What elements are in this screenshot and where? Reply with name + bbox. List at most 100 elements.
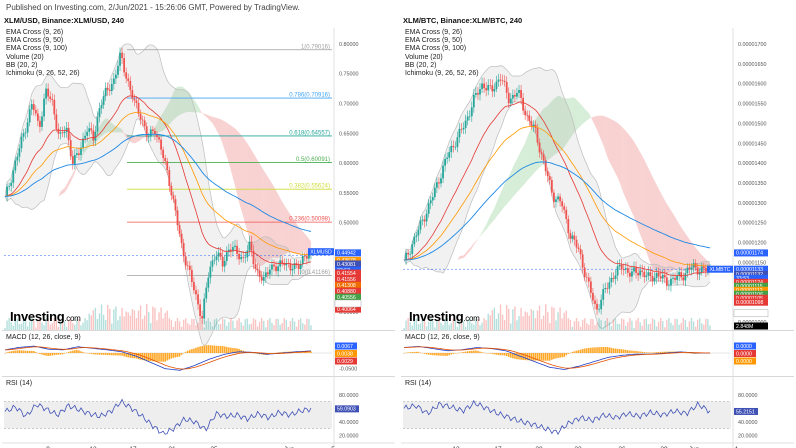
macd-histogram-bar — [94, 353, 97, 355]
ichimoku-cloud-segment — [214, 117, 217, 131]
price-tag — [733, 309, 769, 318]
volume-bar — [462, 321, 465, 330]
indicator-label[interactable]: Volume (20) — [405, 53, 443, 61]
volume-bar — [571, 326, 574, 330]
ichimoku-cloud-segment — [646, 163, 649, 258]
candle-body — [489, 85, 492, 86]
ichimoku-cloud-segment — [181, 86, 184, 114]
volume-bar — [195, 325, 197, 330]
ichimoku-cloud-segment — [527, 132, 530, 181]
volume-bar — [43, 325, 45, 330]
volume-bar — [33, 320, 35, 330]
candle-body — [262, 277, 265, 281]
volume-bar — [639, 322, 641, 330]
candle-body — [160, 139, 162, 150]
price-tag — [734, 270, 768, 278]
indicator-label[interactable]: Ichimoku (9, 26, 52, 26) — [405, 70, 479, 78]
macd-histogram-bar — [22, 350, 25, 353]
candle-body — [600, 299, 603, 310]
candle-body — [36, 113, 39, 121]
indicator-label[interactable]: EMA Cross (9, 26) — [405, 29, 463, 36]
macd-histogram-bar — [501, 353, 504, 356]
macd-histogram-bar — [150, 353, 152, 362]
candle-body — [271, 264, 273, 270]
ichimoku-cloud-segment — [586, 111, 589, 121]
candle-body — [524, 110, 527, 116]
candle-body — [254, 264, 257, 269]
macd-histogram-bar — [254, 353, 257, 354]
macd-histogram-bar — [123, 353, 125, 357]
indicator-label[interactable]: EMA Cross (9, 100) — [6, 45, 68, 53]
xlmbtc-chart-svg[interactable]: 0.00001700 0.00001650 0.00001600 0.00001550… — [401, 12, 794, 448]
macd-line — [4, 345, 312, 371]
fib-level-label: 0.5(0.60091) — [296, 157, 330, 163]
volume-bar — [522, 316, 524, 330]
ema-26-line — [403, 101, 711, 277]
fib-level-label: 0.382(0.55624) — [289, 184, 330, 190]
candle-body — [542, 154, 545, 161]
volume-bar — [466, 319, 469, 330]
candle-body — [273, 264, 275, 267]
indicator-label[interactable]: EMA Cross (9, 50) — [6, 37, 64, 45]
candle-body — [106, 88, 109, 90]
macd-histogram-bar — [20, 350, 23, 353]
candle-body — [94, 131, 97, 141]
indicator-label[interactable]: EMA Cross (9, 100) — [405, 45, 467, 53]
indicator-label[interactable]: Ichimoku (9, 26, 52, 26) — [6, 70, 80, 78]
indicator-label[interactable]: EMA Cross (9, 26) — [6, 29, 64, 36]
xlmusd-chart-svg[interactable]: 0.80000 0.75000 0.70000 0.65000 0.60000 0.550… — [2, 12, 395, 448]
candle-body — [536, 127, 539, 143]
volume-bar — [219, 324, 222, 330]
y-tick-label: 0.55000 — [339, 191, 359, 197]
pane-separator[interactable] — [2, 330, 395, 331]
ichimoku-cloud-segment — [658, 188, 661, 275]
volume-bar — [18, 324, 21, 330]
volume-bar — [80, 325, 82, 330]
macd-histogram-bar — [213, 345, 216, 353]
candle-body — [481, 83, 483, 90]
volume-bar — [495, 318, 498, 330]
ichimoku-cloud-segment — [204, 113, 207, 117]
pane-separator[interactable] — [2, 376, 395, 377]
volume-bar — [61, 318, 64, 330]
volume-bar — [419, 323, 422, 330]
volume-bar — [672, 325, 674, 330]
candle-body — [520, 90, 522, 98]
ichimoku-cloud-segment — [280, 198, 283, 257]
indicator-label[interactable]: EMA Cross (9, 50) — [405, 37, 463, 45]
volume-bar — [450, 323, 452, 330]
ichimoku-cloud-segment — [103, 118, 106, 135]
candle-body — [47, 88, 50, 97]
fib-level-label: 0.786(0.70916) — [289, 93, 330, 99]
candle-body — [514, 94, 516, 97]
candle-body — [258, 270, 261, 277]
candle-body — [176, 210, 179, 226]
ichimoku-cloud-segment — [249, 146, 252, 246]
y-tick-label: 0.00001600 — [738, 82, 766, 88]
pane-separator[interactable] — [401, 376, 794, 377]
pane-separator[interactable] — [401, 330, 794, 331]
volume-bar — [674, 318, 676, 330]
indicator-label[interactable]: BB (20, 2) — [6, 61, 38, 69]
candle-body — [668, 285, 670, 287]
macd-histogram-bar — [125, 353, 127, 357]
volume-bar — [203, 327, 205, 330]
candle-body — [102, 96, 105, 105]
ichimoku-cloud-segment — [547, 103, 550, 161]
indicator-label[interactable]: BB (20, 2) — [405, 61, 437, 69]
volume-bar — [224, 319, 226, 330]
indicator-label[interactable]: Volume (20) — [6, 53, 44, 61]
volume-bar — [185, 318, 187, 330]
macd-value-text: 0.0000 — [736, 344, 752, 350]
macd-histogram-bar — [452, 353, 455, 354]
ichimoku-cloud-segment — [267, 176, 270, 262]
macd-histogram-bar — [121, 353, 123, 356]
volume-bar — [586, 323, 588, 330]
candle-body — [248, 241, 251, 251]
macd-histogram-bar — [35, 352, 37, 353]
macd-histogram-bar — [538, 353, 541, 361]
volume-bar — [464, 326, 467, 330]
ichimoku-cloud-segment — [601, 115, 604, 145]
price-tag-text: 0.40556 — [337, 295, 356, 301]
candle-body — [633, 267, 635, 272]
